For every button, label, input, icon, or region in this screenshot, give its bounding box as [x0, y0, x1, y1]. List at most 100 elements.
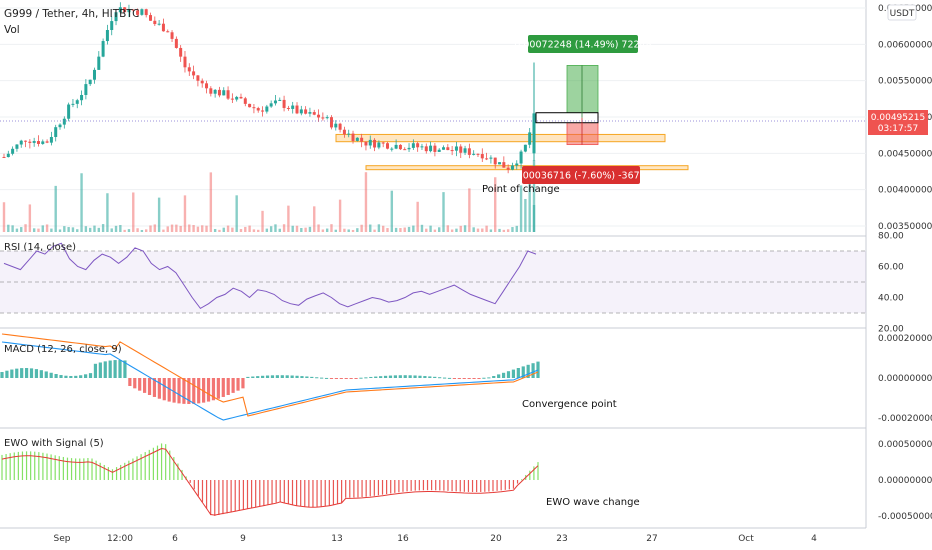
- candle-body: [187, 67, 191, 72]
- candle-body: [472, 153, 476, 155]
- candle-body: [299, 109, 303, 114]
- ewo-bar: [83, 458, 85, 480]
- volume-bar: [450, 229, 454, 232]
- volume-bar: [325, 228, 329, 232]
- candle-body: [239, 96, 243, 99]
- candle-body: [286, 107, 290, 109]
- macd-hist-bar: [83, 374, 88, 378]
- position-target-zone[interactable]: [566, 65, 599, 119]
- macd-hist-bar: [0, 372, 4, 378]
- ewo-bar: [5, 454, 7, 480]
- macd-hist-bar: [133, 378, 137, 389]
- long-position-tool[interactable]: 0.00072248 (14.49%) 72248 -0.00036716 (-…: [510, 35, 652, 184]
- volume-bar: [420, 224, 424, 232]
- volume-bar: [248, 225, 251, 232]
- macd-hist-bar: [339, 378, 343, 379]
- candle-body: [273, 100, 277, 104]
- macd-hist-bar: [64, 375, 68, 378]
- ewo-bar: [79, 458, 81, 480]
- volume-bar: [54, 185, 57, 232]
- macd-hist-bar: [44, 371, 48, 378]
- candle-body: [476, 153, 480, 155]
- candle-body: [329, 117, 333, 128]
- price-axis[interactable]: 0.006500000.006000000.005500000.00500000…: [878, 4, 932, 522]
- ewo-bar: [402, 480, 404, 492]
- macd-hist-bar: [418, 375, 422, 378]
- volume-bar: [144, 229, 148, 232]
- macd-hist-bar: [462, 378, 466, 379]
- volume-bar: [257, 229, 260, 232]
- ewo-bar: [66, 457, 69, 480]
- macd-tick-label: 0.00000000: [878, 374, 932, 384]
- ewo-bar: [38, 452, 40, 480]
- macd-hist-bar: [472, 378, 476, 379]
- macd-hist-bar: [369, 376, 373, 378]
- price-tick-label: 0.00550000: [878, 77, 932, 87]
- volume-bar: [282, 224, 286, 232]
- volume-bar: [67, 227, 70, 232]
- ewo-bar: [496, 480, 498, 491]
- candle-body: [88, 79, 92, 85]
- volume-bar: [524, 198, 527, 232]
- volume-bar: [360, 224, 363, 232]
- position-entry-box[interactable]: [535, 112, 599, 124]
- ewo-bar: [287, 480, 290, 504]
- candle-body: [295, 105, 299, 114]
- volume-bar: [201, 225, 204, 232]
- ewo-bar: [304, 480, 306, 507]
- ewo-bar: [451, 480, 453, 492]
- candle-body: [351, 133, 355, 141]
- ewo-bar: [377, 480, 380, 496]
- candle-body: [334, 123, 338, 128]
- candle-body: [200, 80, 204, 84]
- candle-body: [32, 141, 36, 143]
- macd-hist-bar: [143, 378, 147, 393]
- currency-button[interactable]: [887, 4, 917, 21]
- candle-body: [226, 90, 230, 99]
- rsi-title: RSI (14, close): [4, 242, 76, 253]
- ewo-bar: [160, 443, 163, 480]
- ewo-bar: [222, 480, 224, 515]
- candle-body: [213, 89, 217, 94]
- ewo-bar: [144, 452, 146, 480]
- ewo-bar: [218, 480, 220, 515]
- candle-body: [161, 23, 165, 32]
- macd-hist-bar: [497, 374, 501, 378]
- volume-bar: [313, 206, 316, 232]
- macd-hist-bar: [162, 378, 166, 401]
- macd-hist-bar: [477, 378, 481, 379]
- volume-bar: [218, 229, 221, 232]
- macd-hist-bar: [526, 364, 530, 378]
- ewo-bar: [341, 480, 343, 503]
- volume-bar: [239, 229, 243, 232]
- supply-demand-zones[interactable]: [335, 133, 689, 171]
- volume-bar: [489, 229, 493, 232]
- ewo-bar: [480, 480, 482, 492]
- ewo-bar: [295, 480, 298, 506]
- candle-body: [364, 141, 368, 146]
- volume-bar: [20, 227, 23, 232]
- macd-hist-bar: [408, 375, 412, 378]
- ewo-bar: [521, 479, 523, 481]
- ewo-bar: [197, 480, 199, 496]
- volume-bar: [196, 226, 200, 232]
- ewo-bar: [201, 480, 204, 503]
- volume-bar: [205, 225, 208, 232]
- ewo-bar: [300, 480, 302, 507]
- macd-hist-bar: [531, 363, 535, 378]
- ewo-bar: [21, 451, 24, 480]
- rsi-tick-label: 60.00: [878, 263, 904, 273]
- volume-bar: [162, 229, 165, 232]
- candle-body: [136, 10, 140, 15]
- candlestick-series: [2, 2, 536, 174]
- macd-hist-bar: [246, 376, 250, 378]
- candle-body: [489, 157, 493, 159]
- time-axis[interactable]: Sep 12:00 6 9 13 16 20 23 27 Oct 4: [54, 534, 818, 544]
- candle-body: [282, 99, 286, 108]
- annotation-ewo-wave: EWO wave change: [546, 497, 640, 508]
- candle-body: [41, 141, 45, 144]
- candle-body: [243, 98, 247, 104]
- ewo-bar: [226, 480, 228, 514]
- macd-hist-bar: [379, 376, 383, 378]
